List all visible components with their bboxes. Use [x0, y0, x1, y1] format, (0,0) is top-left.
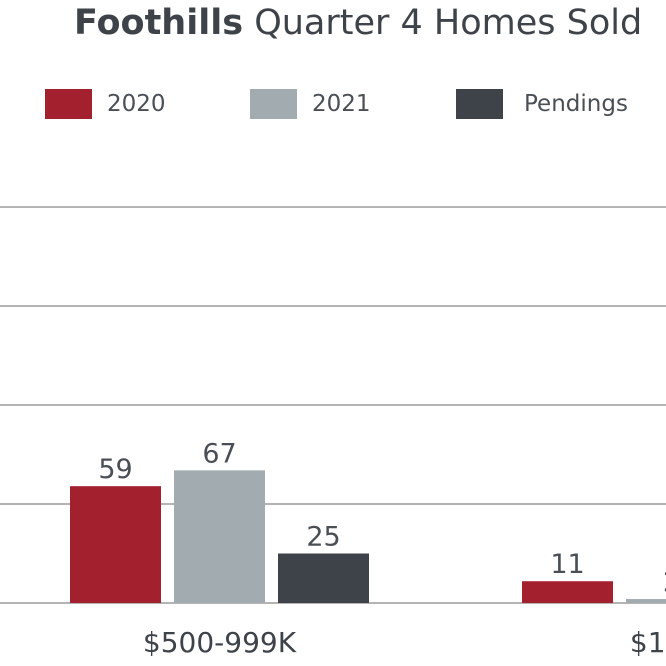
category-label: $1M+ [630, 626, 666, 659]
bar-2021-2 [626, 599, 666, 603]
legend-label-2020: 2020 [107, 91, 166, 117]
legend-swatch-2020 [45, 89, 92, 119]
legend-label-2021: 2021 [312, 91, 371, 117]
data-label: 11 [550, 549, 584, 580]
chart-title-rest: Quarter 4 Homes Sold [254, 3, 643, 43]
data-label: 25 [306, 522, 340, 553]
legend-swatch-pendings [456, 89, 503, 119]
bar-pendings-1 [278, 553, 369, 603]
data-label: 59 [98, 454, 132, 485]
bar-2020-2 [522, 581, 613, 603]
legend-label-pendings: Pendings [524, 91, 628, 117]
legend-swatch-2021 [250, 89, 297, 119]
data-label: 2 [663, 567, 666, 598]
bar-2021-1 [174, 470, 265, 603]
chart-title-bold: Foothills [74, 3, 244, 43]
chart-title: Foothills Quarter 4 Homes Sold [74, 0, 642, 46]
bar-2020-1 [70, 486, 161, 603]
data-label: 67 [202, 438, 236, 469]
category-label: $500-999K [143, 626, 297, 659]
